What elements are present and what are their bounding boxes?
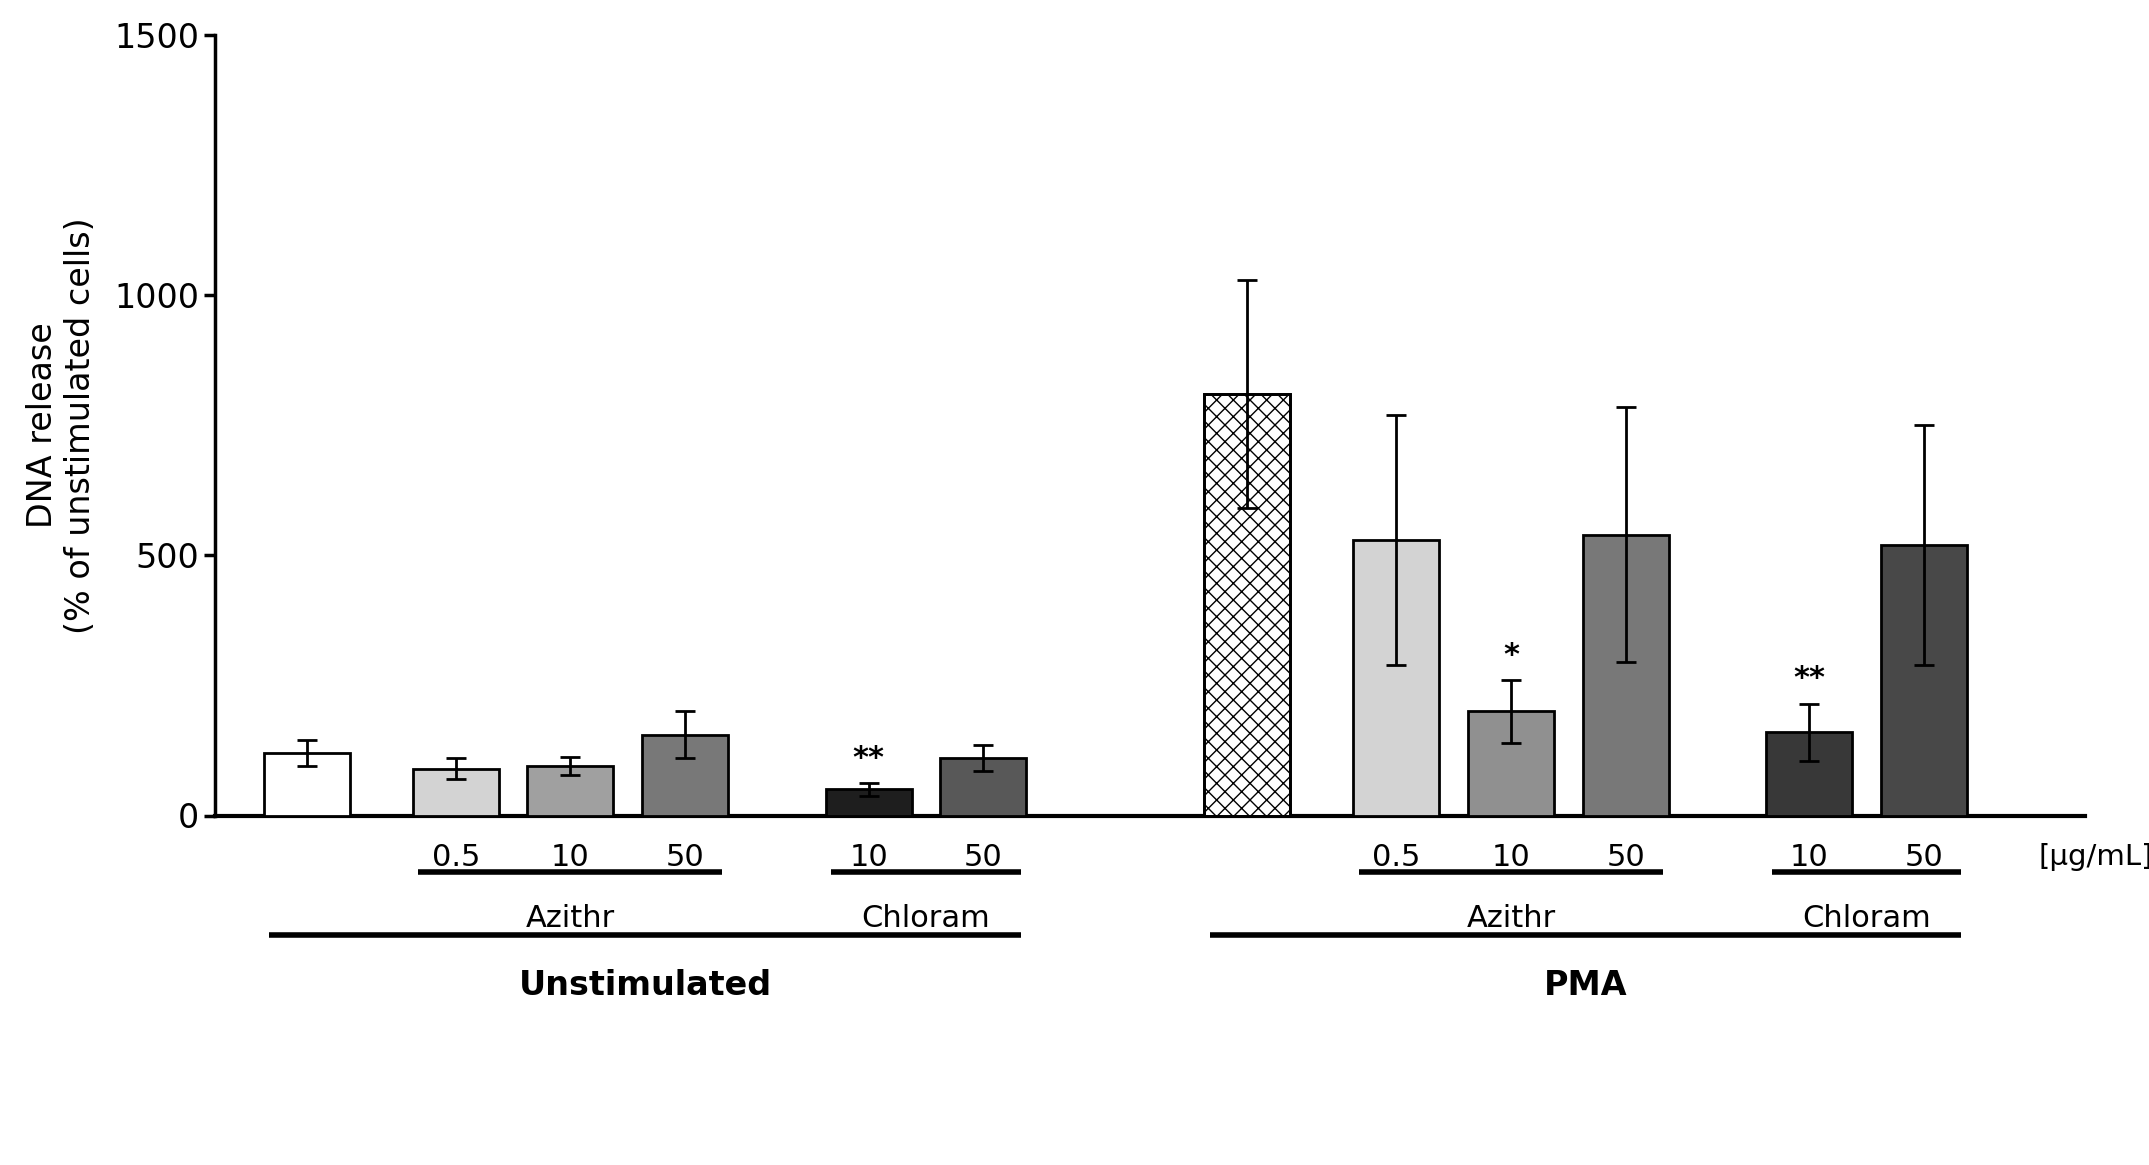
Text: 50: 50 bbox=[965, 842, 1004, 871]
Text: 50: 50 bbox=[1904, 842, 1943, 871]
Bar bbox=[1203, 394, 1289, 816]
Text: Unstimulated: Unstimulated bbox=[518, 969, 771, 1002]
Bar bbox=[643, 735, 729, 816]
Bar bbox=[825, 790, 911, 815]
Text: **: ** bbox=[1792, 664, 1825, 693]
Bar bbox=[941, 758, 1027, 816]
Bar bbox=[1203, 394, 1289, 816]
Y-axis label: DNA release
(% of unstimulated cells): DNA release (% of unstimulated cells) bbox=[26, 217, 97, 634]
Bar bbox=[1880, 545, 1966, 816]
Text: 10: 10 bbox=[1491, 842, 1530, 871]
Text: [μg/mL]: [μg/mL] bbox=[2039, 842, 2149, 870]
Text: Chloram: Chloram bbox=[862, 904, 991, 933]
Text: 10: 10 bbox=[849, 842, 888, 871]
Text: **: ** bbox=[853, 743, 885, 772]
Bar bbox=[1766, 733, 1852, 815]
Text: *: * bbox=[1502, 641, 1519, 670]
Text: 50: 50 bbox=[1605, 842, 1646, 871]
Bar bbox=[264, 753, 350, 816]
Text: Azithr: Azithr bbox=[527, 904, 615, 933]
Bar bbox=[413, 769, 499, 816]
Text: Azithr: Azithr bbox=[1466, 904, 1556, 933]
Bar bbox=[1354, 539, 1440, 815]
Bar bbox=[527, 767, 612, 816]
Text: 10: 10 bbox=[550, 842, 589, 871]
Text: 50: 50 bbox=[666, 842, 705, 871]
Text: 10: 10 bbox=[1790, 842, 1829, 871]
Text: 0.5: 0.5 bbox=[1371, 842, 1420, 871]
Text: Chloram: Chloram bbox=[1803, 904, 1932, 933]
Text: PMA: PMA bbox=[1543, 969, 1627, 1002]
Text: 0.5: 0.5 bbox=[432, 842, 479, 871]
Bar bbox=[1582, 535, 1670, 816]
Bar bbox=[1468, 712, 1554, 815]
